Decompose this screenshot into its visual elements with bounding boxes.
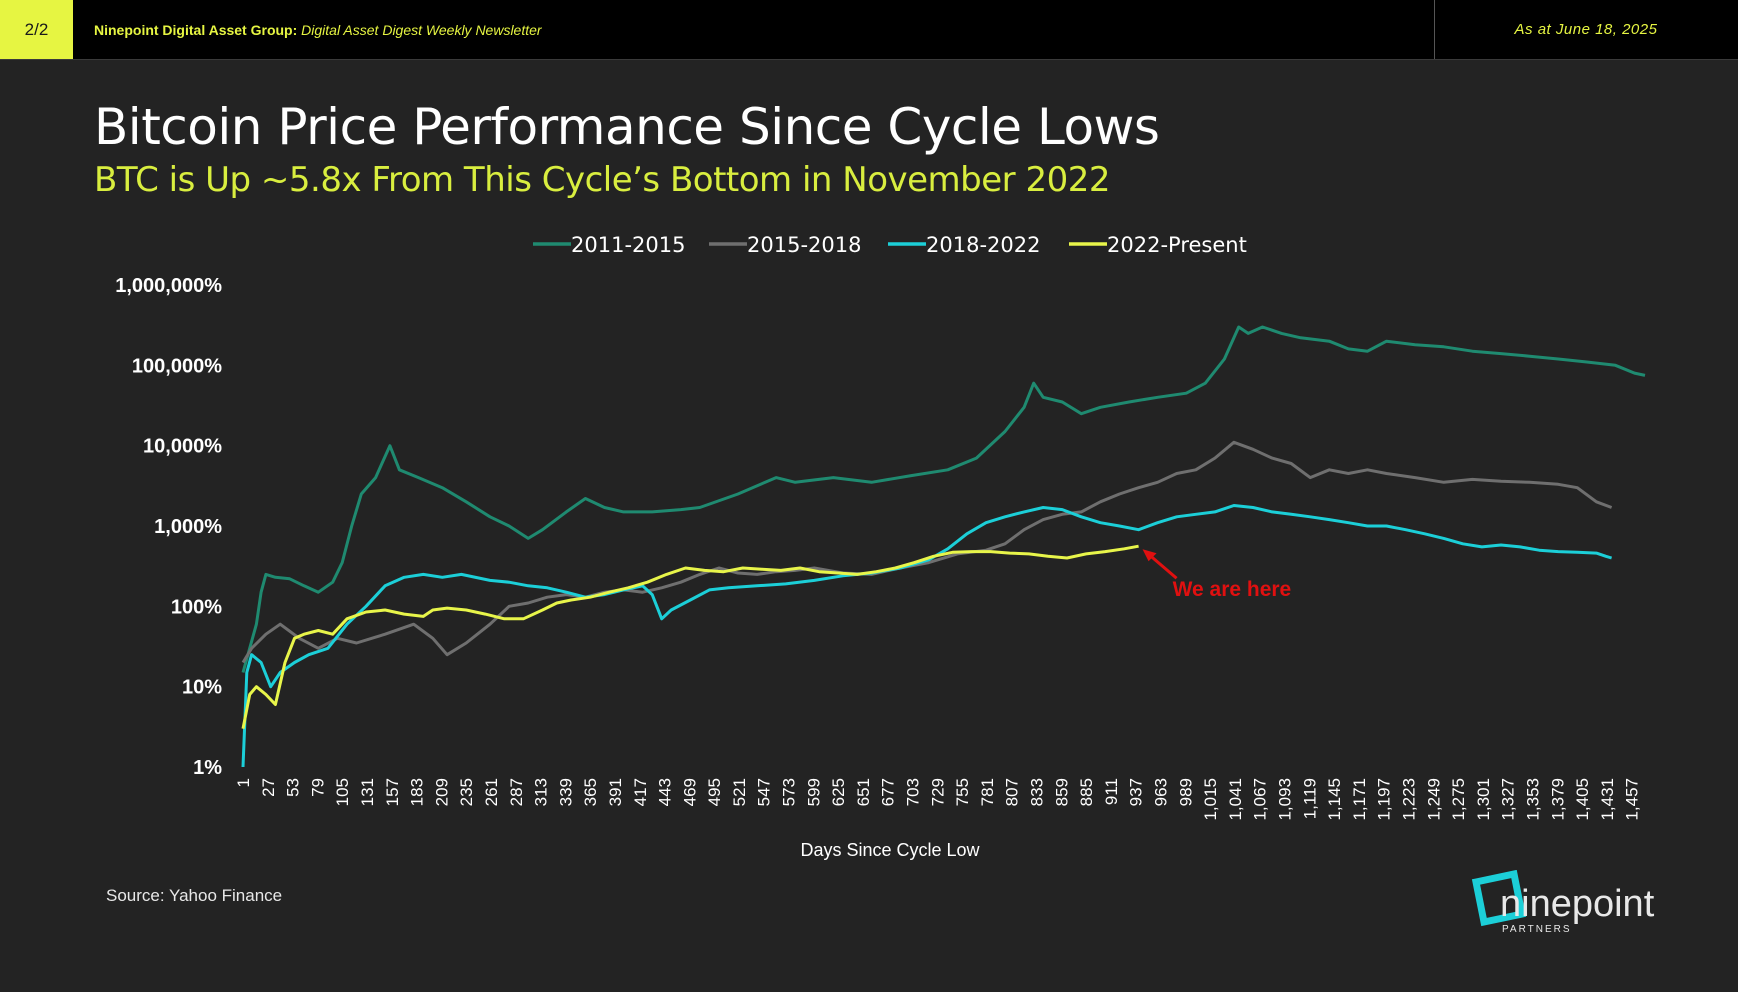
x-tick-label: 1,067 [1251, 778, 1270, 821]
y-tick-label: 1% [193, 757, 222, 779]
series-line-2022-present [241, 544, 1139, 729]
series-line-2018-2022 [241, 504, 1613, 768]
x-tick-label: 183 [408, 778, 427, 806]
x-tick-label: 625 [829, 778, 848, 806]
legend-label: 2022-Present [1107, 233, 1247, 257]
x-tick-label: 1,275 [1449, 778, 1468, 821]
x-tick-label: 963 [1151, 778, 1170, 806]
page-title: Bitcoin Price Performance Since Cycle Lo… [94, 98, 1160, 156]
x-tick-label: 651 [854, 778, 873, 806]
x-tick-label: 105 [333, 778, 352, 806]
logo-sub: PARTNERS [1502, 924, 1572, 935]
x-tick-label: 443 [656, 778, 675, 806]
x-tick-label: 313 [532, 778, 551, 806]
annotation-arrow-head-icon [1142, 549, 1157, 562]
x-tick-label: 1,041 [1226, 778, 1245, 821]
logo-word: ninepoint [1500, 883, 1655, 925]
x-tick-label: 1,015 [1201, 778, 1220, 821]
legend-label: 2018-2022 [926, 233, 1040, 257]
x-tick-label: 287 [507, 778, 526, 806]
x-axis-title: Days Since Cycle Low [800, 840, 980, 860]
x-tick-label: 1,353 [1523, 778, 1542, 821]
x-tick-label: 261 [482, 778, 501, 806]
annotation-label: We are here [1173, 578, 1292, 601]
x-tick-label: 1,197 [1375, 778, 1394, 821]
x-tick-label: 365 [581, 778, 600, 806]
x-tick-label: 1,457 [1623, 778, 1642, 821]
x-tick-label: 1 [234, 778, 253, 787]
organization-name: Ninepoint Digital Asset Group: [94, 21, 298, 38]
x-tick-label: 209 [432, 778, 451, 806]
logo-mark-icon [1471, 870, 1527, 927]
x-tick-label: 1,301 [1474, 778, 1493, 821]
x-tick-label: 703 [904, 778, 923, 806]
x-tick-label: 885 [1077, 778, 1096, 806]
x-tick-label: 755 [953, 778, 972, 806]
x-tick-label: 27 [259, 778, 278, 797]
x-tick-label: 495 [705, 778, 724, 806]
y-tick-label: 100% [171, 596, 222, 618]
x-tick-label: 339 [556, 778, 575, 806]
y-tick-label: 10% [182, 677, 222, 699]
x-tick-label: 781 [978, 778, 997, 806]
x-tick-label: 1,145 [1325, 778, 1344, 821]
y-tick-label: 100,000% [132, 355, 222, 377]
x-tick-label: 677 [879, 778, 898, 806]
page-number-badge: 2/2 [0, 0, 73, 59]
x-tick-label: 131 [358, 778, 377, 806]
x-tick-label: 1,431 [1598, 778, 1617, 821]
legend-label: 2011-2015 [571, 233, 685, 257]
x-tick-label: 469 [680, 778, 699, 806]
y-tick-label: 10,000% [143, 436, 222, 458]
header-divider [1434, 0, 1435, 59]
x-tick-label: 79 [308, 778, 327, 797]
x-tick-label: 989 [1176, 778, 1195, 806]
ninepoint-logo: ninepoint PARTNERS [1471, 870, 1655, 935]
x-tick-label: 417 [631, 778, 650, 806]
x-tick-label: 833 [1028, 778, 1047, 806]
x-tick-label: 911 [1102, 778, 1121, 805]
x-tick-label: 1,327 [1499, 778, 1518, 821]
annotation-arrow-line [1147, 553, 1178, 580]
x-tick-label: 235 [457, 778, 476, 806]
x-tick-label: 157 [383, 778, 402, 806]
x-tick-label: 1,223 [1399, 778, 1418, 821]
series-line-2015-2018 [241, 440, 1613, 664]
x-tick-label: 1,171 [1350, 778, 1369, 821]
x-tick-label: 937 [1127, 778, 1146, 806]
x-tick-label: 391 [606, 778, 625, 806]
report-date: As at June 18, 2025 [1514, 21, 1658, 38]
x-tick-label: 599 [804, 778, 823, 806]
top-bar: 2/2 Ninepoint Digital Asset Group: Digit… [0, 0, 1738, 60]
x-tick-label: 859 [1052, 778, 1071, 806]
x-tick-label: 53 [284, 778, 303, 797]
x-tick-label: 1,379 [1548, 778, 1567, 821]
source-note: Source: Yahoo Finance [106, 886, 283, 905]
page-subtitle: BTC is Up ~5.8x From This Cycle’s Bottom… [94, 160, 1111, 200]
y-tick-label: 1,000% [154, 516, 222, 538]
x-tick-label: 1,405 [1573, 778, 1592, 821]
x-tick-label: 1,093 [1275, 778, 1294, 821]
series-line-2011-2015 [241, 325, 1646, 673]
y-tick-label: 1,000,000% [115, 275, 222, 297]
x-tick-label: 1,249 [1424, 778, 1443, 821]
publication-name: Digital Asset Digest Weekly Newsletter [301, 21, 542, 38]
x-tick-label: 547 [755, 778, 774, 806]
x-tick-label: 807 [1003, 778, 1022, 806]
x-tick-label: 729 [928, 778, 947, 806]
legend-label: 2015-2018 [747, 233, 861, 257]
x-tick-label: 1,119 [1300, 778, 1319, 819]
newsletter-header: Ninepoint Digital Asset Group: Digital A… [94, 0, 542, 59]
x-tick-label: 521 [730, 778, 749, 806]
x-tick-label: 573 [780, 778, 799, 806]
